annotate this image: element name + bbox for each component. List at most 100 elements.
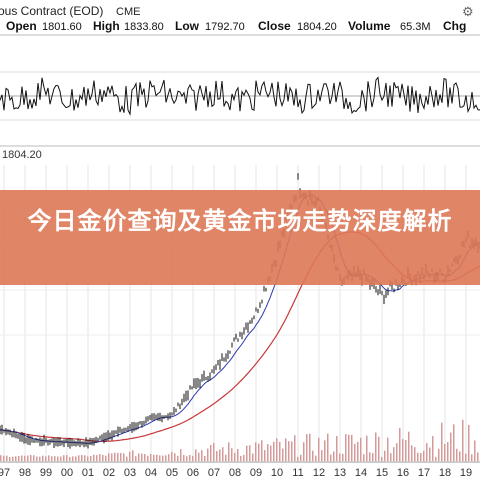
chg-label: Chg [443,19,466,33]
x-tick-label: 01 [82,467,94,479]
volume-bar [81,455,83,461]
high-value: 1833.80 [124,21,164,33]
volume-bar [381,456,383,461]
volume-bar [30,455,32,461]
volume-bar [420,453,422,461]
volume-bar [84,455,86,461]
volume-bar [279,442,281,461]
volume-bar [258,443,260,461]
volume-bar [204,455,206,461]
x-tick-label: 10 [271,467,283,479]
x-tick-label: 09 [250,467,262,479]
gear-icon[interactable]: ⚙ [462,4,474,19]
volume-bar [87,456,89,461]
volume-bar [396,443,398,461]
volume-bar [249,445,251,461]
volume-bar [0,455,2,461]
volume-bar [222,447,224,461]
x-tick-label: 05 [166,467,178,479]
volume-bar [18,456,20,461]
volume-bar [132,450,134,461]
volume-bar [162,455,164,461]
x-tick-label: 06 [187,467,199,479]
volume-bar [237,448,239,461]
volume-bar [96,455,98,461]
x-tick-label: 97 [0,467,10,479]
volume-bar [93,454,95,461]
volume-bar [144,454,146,461]
volume-bar [273,441,275,461]
x-tick-label: 17 [418,467,430,479]
volume-bar [99,454,101,461]
volume-bar [267,444,269,461]
volume-bar [225,454,227,461]
volume-bar [300,454,302,461]
volume-bar [441,422,443,461]
volume-bar [183,454,185,461]
volume-bar [282,448,284,461]
volume-bar [246,445,248,461]
volume-bar [66,455,68,461]
volume-bar [384,450,386,461]
volume-bar [153,454,155,461]
volume-bar [138,453,140,461]
volume-bar [387,437,389,461]
x-tick-label: 13 [334,467,346,479]
volume-bar [129,451,131,461]
volume-bar [342,453,344,461]
volume-bar [459,451,461,461]
volume-bar [189,455,191,461]
volume-bar [165,455,167,461]
volume-bar [39,456,41,461]
volume-bar [330,454,332,461]
volume-bar [270,445,272,461]
volume-bar [6,455,8,461]
volume-bar [399,427,401,461]
x-tick-label: 19 [460,467,472,479]
high-label: High [93,19,120,33]
volume-bars [0,419,479,461]
close-label: Close [258,19,291,33]
contract-title: ous Contract (EOD) [0,4,103,18]
volume-bar [216,451,218,461]
volume-bar [369,452,371,461]
x-tick-label: 14 [355,467,367,479]
volume-bar [159,455,161,461]
volume-bar [423,450,425,461]
x-tick-label: 00 [61,467,73,479]
volume-bar [117,452,119,461]
volume-bar [471,454,473,461]
x-tick-label: 99 [40,467,52,479]
volume-bar [333,451,335,461]
x-tick-label: 02 [103,467,115,479]
volume-bar [69,457,71,461]
volume-bar [60,456,62,461]
volume-bar [135,456,137,461]
x-tick-label: 07 [208,467,220,479]
volume-bar [438,448,440,461]
volume-bar [405,440,407,461]
volume-bar [90,456,92,461]
volume-bar [192,455,194,461]
volume-bar [408,431,410,461]
volume-bar [57,456,59,461]
volume-bar [294,435,296,461]
volume-bar [393,447,395,461]
volume-bar [351,434,353,461]
x-tick-label: 11 [292,467,303,479]
volume-bar [27,455,29,461]
volume-bar [303,442,305,461]
volume-bar [240,455,242,461]
volume-bar [453,424,455,461]
price-label: 1804.20 [2,149,42,161]
volume-bar [288,441,290,461]
volume-bar [252,453,254,461]
volume-label: Volume [348,19,391,33]
volume-bar [102,454,104,461]
volume-bar [147,455,149,461]
volume-bar [111,453,113,461]
volume-bar [327,433,329,461]
volume-bar [54,456,56,461]
volume-bar [297,456,299,461]
x-axis-ticks: 97 98 99 00 01 02 03 04 05 06 07 08 09 10 11 12 13 14 15 16… [0,467,472,479]
